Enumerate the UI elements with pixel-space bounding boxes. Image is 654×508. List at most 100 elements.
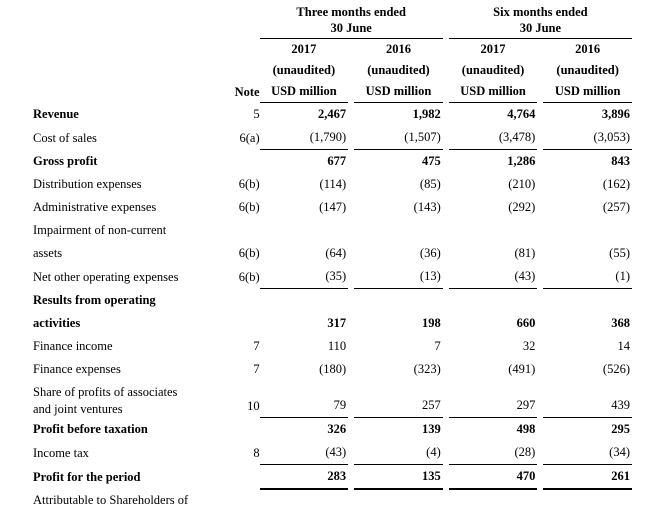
row-label: Net other operating expenses (33, 269, 179, 284)
row-note: 6(b) (238, 246, 260, 260)
row-value-col1: (114) (319, 177, 347, 191)
header-unit-col3: USD million (448, 81, 538, 103)
group-title-line2: 30 June (330, 21, 372, 35)
group-title-line1: Six months ended (493, 5, 588, 19)
row-value-col3: (28) (448, 441, 538, 465)
rule-three-months (259, 38, 443, 39)
table-row: Distribution expenses 6(b) (114) (85) (2… (0, 173, 632, 196)
row-note: 5 (253, 107, 260, 121)
table-row: Attributable to Shareholders of the Comp… (0, 489, 632, 508)
spacer (0, 81, 193, 103)
row-note: 8 (253, 445, 260, 460)
row-label: Distribution expenses (33, 177, 142, 191)
table-row: Administrative expenses 6(b) (147) (143)… (0, 196, 632, 219)
spacer (193, 4, 259, 38)
row-value-col4: (55) (609, 246, 630, 260)
row-value-col2: 475 (422, 154, 441, 168)
row-label: Results from operating activities (33, 292, 156, 330)
row-value-col4: (34) (543, 441, 632, 465)
row-value-col4: 295 (611, 422, 630, 436)
header-year-col3: 2017 (480, 42, 506, 56)
table-row: Income tax 8 (43) (4) (28) (34) (0, 441, 632, 465)
row-note (193, 489, 259, 508)
row-value-col3: (210) (508, 177, 536, 191)
table-row: Share of profits of associates and joint… (0, 380, 632, 418)
row-label: Share of profits of associates and joint… (33, 384, 178, 416)
row-label: Attributable to Shareholders of the Comp… (33, 493, 189, 507)
row-value-col1: 326 (327, 422, 347, 436)
spacer (193, 60, 259, 81)
row-label: Impairment of non-current assets (33, 223, 167, 260)
row-value-col4: (162) (602, 177, 630, 191)
row-value-col1: (43) (259, 441, 349, 465)
row-label: Finance income (33, 338, 113, 353)
group-rule-row (0, 38, 632, 39)
header-group-six-months: Six months ended 30 June (449, 4, 632, 38)
row-value-col2: 1,982 (412, 107, 441, 121)
header-year-col2: 2016 (385, 42, 411, 56)
row-value-col1: (180) (319, 361, 347, 376)
row-value-col2: (143) (413, 200, 441, 214)
group-title-line2: 30 June (519, 21, 562, 35)
row-value-col2: (1,507) (354, 126, 443, 150)
header-year-row: 2017 2016 2017 2016 (0, 39, 632, 61)
row-value-col3: (43) (448, 265, 538, 289)
row-value-col4: (3,053) (543, 126, 632, 150)
row-note: 10 (247, 398, 260, 413)
row-value-col4: (1) (543, 265, 632, 289)
row-value-col2: 135 (354, 464, 443, 490)
row-value-col2: 198 (422, 315, 441, 330)
row-value-col1: 677 (327, 154, 347, 168)
row-value-col1: 283 (259, 464, 349, 490)
row-note: 6(b) (238, 177, 260, 191)
spacer (0, 4, 193, 38)
table-row: Cost of sales 6(a) (1,790) (1,507) (3,47… (0, 126, 632, 150)
row-value-col1: (64) (325, 246, 347, 260)
header-group-title-row: Three months ended 30 June Six months en… (0, 4, 632, 38)
row-value-col4: 843 (611, 154, 630, 168)
row-value-col2: 7 (434, 338, 441, 353)
table-row: Net other operating expenses 6(b) (35) (… (0, 265, 632, 289)
table-row: Profit before taxation 326 139 498 295 (0, 418, 632, 442)
table-row: Finance expenses 7 (180) (323) (491) (52… (0, 358, 632, 381)
row-value-col1: 110 (327, 338, 347, 353)
row-value-col3: 297 (448, 380, 538, 418)
row-value-col4: (526) (602, 361, 630, 376)
row-note (193, 465, 259, 490)
row-value-col4: 3,896 (601, 107, 630, 121)
row-value-col4: 368 (611, 315, 630, 330)
row-value-col3: 470 (448, 489, 538, 508)
row-value-col1: 79 (259, 380, 349, 418)
row-value-col1: (1,790) (259, 126, 349, 150)
row-value-col2: (323) (413, 361, 441, 376)
row-value-col3: (3,478) (448, 126, 538, 150)
table-row: Profit for the period 283 135 470 261 (0, 464, 632, 490)
row-note (193, 418, 259, 442)
header-audit-col4: (unaudited) (556, 63, 619, 77)
row-value-col3: (491) (508, 361, 536, 376)
row-value-col2: (85) (419, 177, 441, 191)
table-row: Finance income 7 110 7 32 14 (0, 335, 632, 358)
row-note: 6(b) (238, 269, 260, 284)
table-row: Revenue 5 2,467 1,982 4,764 3,896 (0, 103, 632, 127)
header-unit-col4: USD million (543, 81, 632, 103)
table-row: Gross profit 677 475 1,286 843 (0, 150, 632, 174)
row-note (193, 289, 259, 335)
header-audit-col1: (unaudited) (272, 63, 336, 77)
row-label: Administrative expenses (33, 200, 157, 214)
spacer (0, 60, 193, 81)
row-label: Profit before taxation (33, 422, 148, 436)
row-value-col2: (4) (354, 441, 443, 465)
header-unit-col1: USD million (259, 81, 349, 103)
header-group-three-months: Three months ended 30 June (260, 4, 443, 38)
row-value-col3: (81) (514, 246, 536, 260)
row-value-col4: 261 (543, 464, 632, 490)
row-value-col2: (13) (354, 265, 443, 289)
row-value-col2: (36) (419, 246, 441, 260)
header-unit-col2: USD million (354, 81, 443, 103)
table-row: Results from operating activities 317 19… (0, 289, 632, 335)
row-note: 6(a) (239, 130, 260, 145)
spacer (0, 39, 193, 61)
row-note: 7 (253, 361, 260, 376)
header-audit-row: (unaudited) (unaudited) (unaudited) (una… (0, 60, 632, 81)
